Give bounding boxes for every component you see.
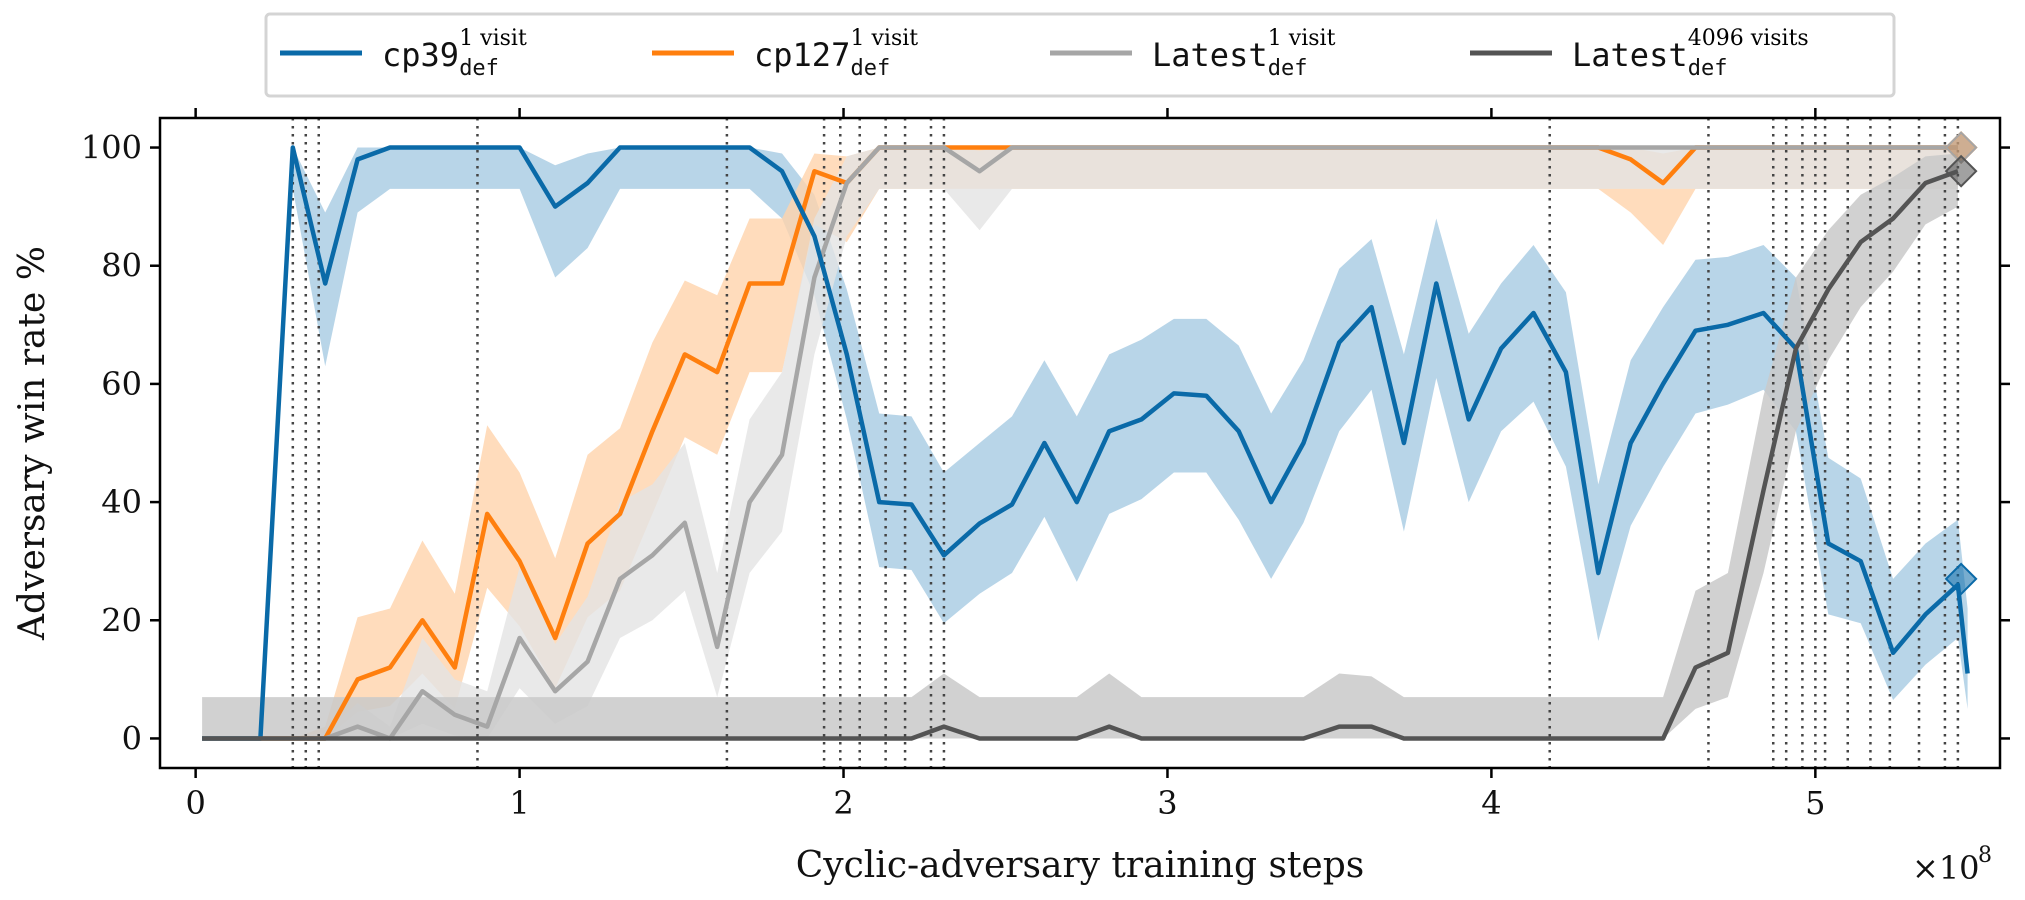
legend-sup-0: 1 visit: [459, 26, 527, 51]
x-tick-label-1: 1: [509, 784, 529, 822]
x-multiplier-base: ×10: [1912, 849, 1980, 887]
y-axis-label: Adversary win rate %: [12, 246, 53, 641]
y-tick-label-0: 0: [122, 719, 142, 757]
series-lines: [202, 145, 1970, 741]
legend-label-1: cp127def: [754, 36, 890, 81]
x-axis-label: Cyclic-adversary training steps: [796, 845, 1364, 886]
x-tick-label-2: 2: [833, 784, 853, 822]
x-tick-label-0: 0: [185, 784, 205, 822]
series-line-2: [202, 145, 1958, 741]
legend-sup-2: 1 visit: [1268, 26, 1336, 51]
legend-sub-1: def: [851, 56, 891, 81]
end-marker-0: [1944, 562, 1978, 596]
legend-label-3: Latestdef: [1572, 36, 1728, 81]
y-tick-label-1: 20: [101, 601, 142, 639]
band-1: [202, 147, 1958, 739]
y-tick-label-5: 100: [81, 129, 142, 167]
end-markers: [1944, 131, 1978, 596]
end-marker-3: [1944, 154, 1978, 188]
legend-sub-0: def: [459, 56, 499, 81]
legend-sub-3: def: [1688, 56, 1728, 81]
legend-label-2: Latestdef: [1152, 36, 1308, 81]
plot-frame: [158, 116, 2002, 770]
legend-label-0: cp39def: [382, 36, 499, 81]
x-tick-label-5: 5: [1805, 784, 1825, 822]
series-line-3: [202, 169, 1959, 741]
legend-sub-2: def: [1268, 56, 1308, 81]
y-axis: 0 20 40 60 80 100: [81, 129, 2010, 757]
x-axis: 0 1 2 3 4 5: [185, 108, 1826, 822]
x-multiplier-exponent: 8: [1978, 843, 1992, 868]
y-tick-label-3: 60: [101, 365, 142, 403]
y-tick-label-4: 80: [101, 247, 142, 285]
legend-sup-3: 4096 visits: [1688, 26, 1809, 51]
series-line-0: [202, 145, 1970, 741]
x-multiplier: ×10 8: [1912, 843, 1992, 887]
y-tick-label-2: 40: [101, 483, 142, 521]
x-tick-label-3: 3: [1157, 784, 1177, 822]
legend-sup-1: 1 visit: [851, 26, 919, 51]
x-tick-label-4: 4: [1481, 784, 1501, 822]
confidence-bands: [202, 147, 1968, 739]
band-0: [202, 147, 1968, 739]
band-2: [202, 147, 1958, 739]
